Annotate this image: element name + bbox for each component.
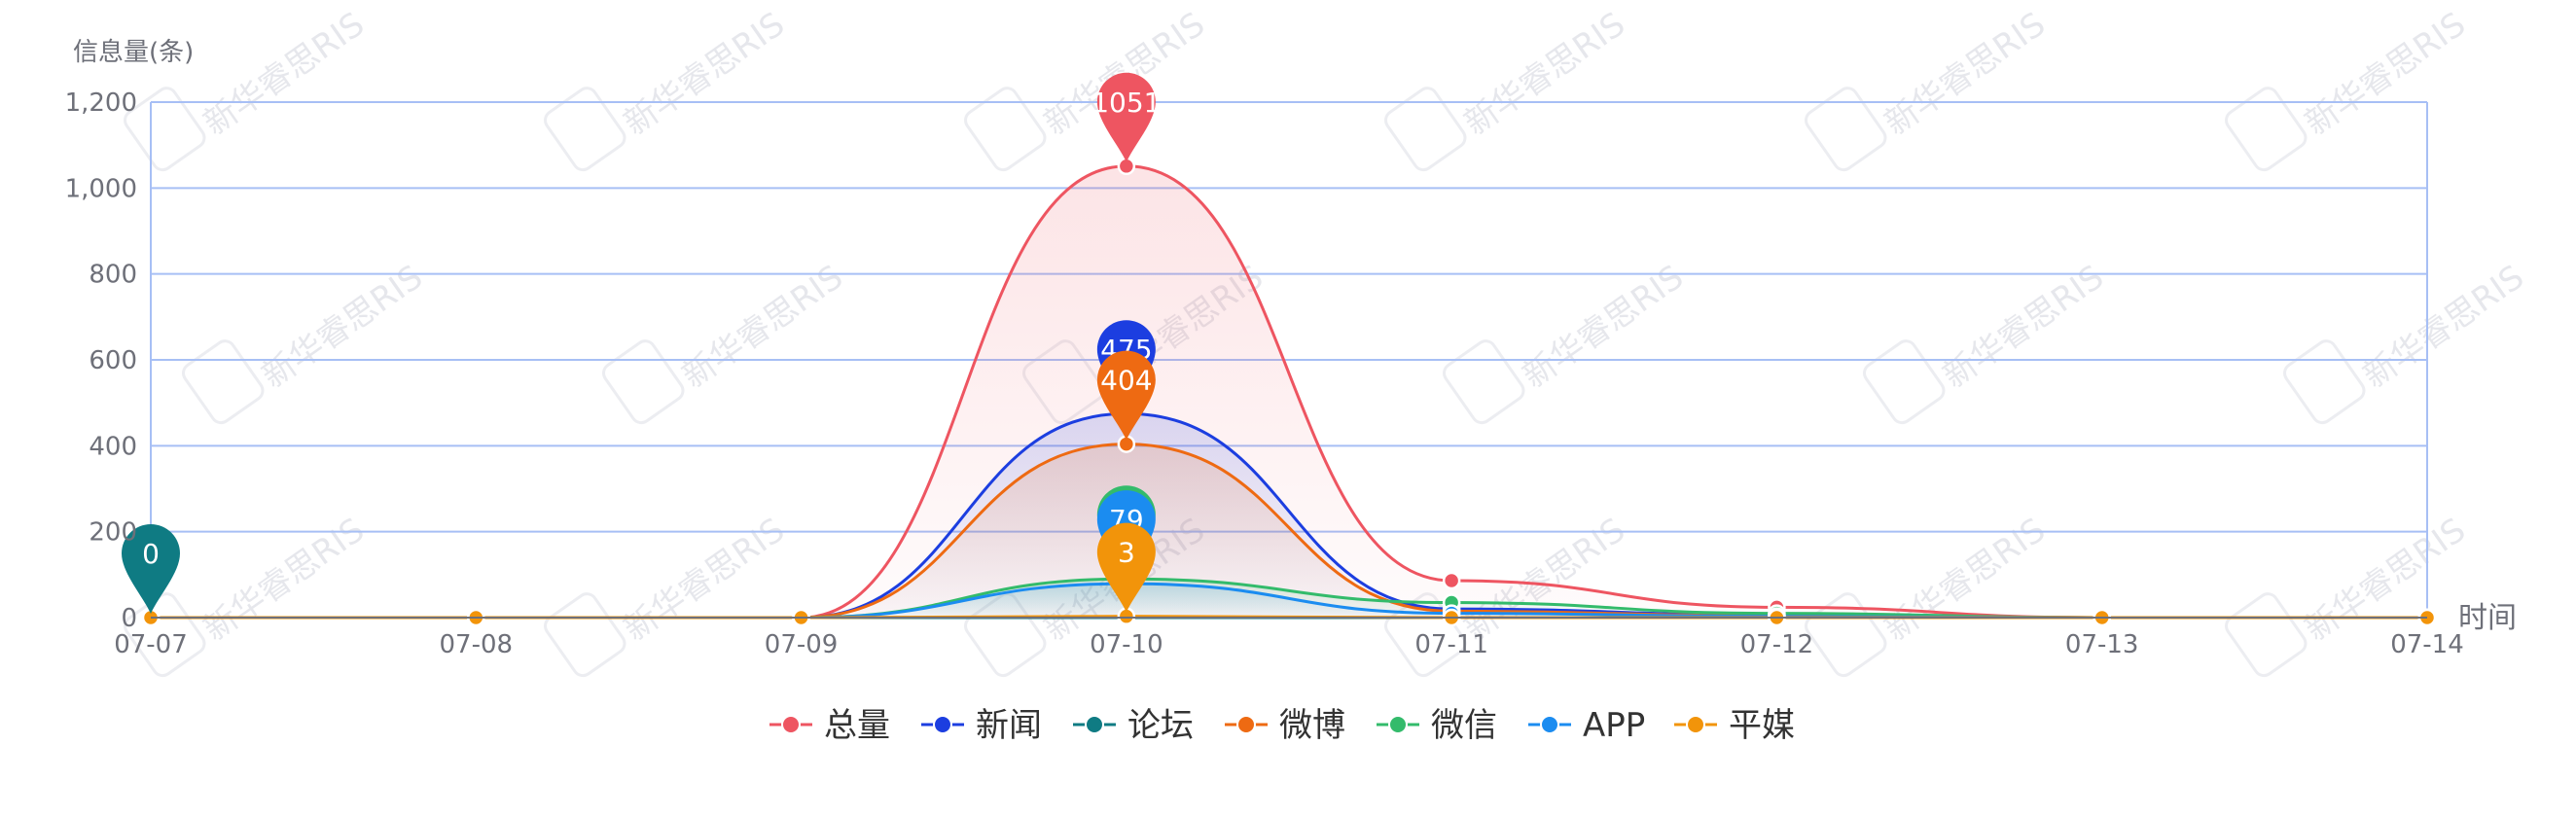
watermark-logo-icon bbox=[1863, 339, 1946, 425]
watermark-logo-icon bbox=[2225, 592, 2308, 678]
watermark-logo-icon bbox=[124, 87, 206, 172]
legend-item[interactable]: APP bbox=[1528, 706, 1645, 745]
markpoint-label: 404 bbox=[1100, 365, 1152, 397]
watermark-logo-icon bbox=[1805, 592, 1887, 678]
legend-item[interactable]: 论坛 bbox=[1073, 706, 1194, 745]
x-tick-label: 07-07 bbox=[114, 630, 188, 659]
legend-label: 微博 bbox=[1279, 706, 1345, 745]
watermark-text: 新华睿思RIS bbox=[2298, 5, 2473, 143]
y-tick-label: 800 bbox=[89, 261, 137, 290]
series-area bbox=[151, 443, 2427, 618]
data-point bbox=[1442, 571, 1461, 590]
watermark-logo-icon bbox=[544, 87, 626, 172]
markpoint-label: 0 bbox=[142, 538, 160, 570]
watermark-logo-icon bbox=[1805, 87, 1887, 172]
markpoint-label: 3 bbox=[1118, 537, 1135, 569]
y-tick-label: 200 bbox=[89, 518, 137, 548]
markpoint-pin bbox=[1096, 72, 1156, 162]
legend-item[interactable]: 总量 bbox=[769, 706, 890, 745]
series-area bbox=[151, 165, 2427, 618]
watermark-text: 新华睿思RIS bbox=[675, 258, 850, 396]
x-tick-label: 07-11 bbox=[1414, 630, 1488, 659]
watermark-logo-icon bbox=[602, 339, 685, 425]
watermark-logo-icon bbox=[544, 592, 626, 678]
legend-label: 微信 bbox=[1431, 706, 1497, 745]
x-tick-label: 07-09 bbox=[765, 630, 839, 659]
legend-marker-icon bbox=[1236, 715, 1256, 734]
y-tick-label: 600 bbox=[89, 346, 137, 375]
legend-label: 总量 bbox=[824, 706, 890, 745]
y-axis-title: 信息量(条) bbox=[73, 38, 194, 67]
watermark-logo-icon bbox=[2283, 339, 2366, 425]
legend-item[interactable]: 微信 bbox=[1377, 706, 1497, 745]
watermark-text: 新华睿思RIS bbox=[1457, 5, 1632, 143]
watermark-text: 新华睿思RIS bbox=[197, 5, 372, 143]
series-areas bbox=[151, 165, 2427, 618]
watermark-text: 新华睿思RIS bbox=[1936, 258, 2111, 396]
watermark-logo-icon bbox=[182, 339, 265, 425]
legend-marker-icon bbox=[1540, 715, 1559, 734]
watermark-logo-icon bbox=[964, 87, 1047, 172]
y-tick-label: 1,200 bbox=[65, 89, 137, 118]
watermark-logo-icon bbox=[1384, 87, 1467, 172]
legend-marker-icon bbox=[1388, 715, 1408, 734]
legend-item[interactable]: 平媒 bbox=[1674, 706, 1795, 745]
watermark-text: 新华睿思RIS bbox=[2356, 258, 2531, 396]
watermark-text: 新华睿思RIS bbox=[617, 5, 792, 143]
legend-label: APP bbox=[1583, 706, 1645, 745]
legend-label: 论坛 bbox=[1127, 706, 1194, 745]
y-tick-label: 400 bbox=[89, 432, 137, 461]
legend-label: 新闻 bbox=[976, 706, 1042, 745]
legend[interactable]: 总量 新闻 论坛 微博 微信 APP 平媒 bbox=[769, 706, 1795, 745]
series-area bbox=[151, 584, 2427, 618]
watermark-text: 新华睿思RIS bbox=[255, 258, 430, 396]
x-tick-label: 07-10 bbox=[1090, 630, 1163, 659]
legend-item[interactable]: 微博 bbox=[1225, 706, 1345, 745]
watermark-text: 新华睿思RIS bbox=[1516, 258, 1691, 396]
watermark-logo-icon bbox=[2225, 87, 2308, 172]
x-tick-label: 07-12 bbox=[1740, 630, 1814, 659]
legend-marker-icon bbox=[933, 715, 952, 734]
legend-marker-icon bbox=[1686, 715, 1705, 734]
markpoint-pin bbox=[1096, 522, 1156, 613]
series-area bbox=[151, 413, 2427, 618]
watermark-text: 新华睿思RIS bbox=[1878, 5, 2053, 143]
x-tick-label: 07-08 bbox=[440, 630, 514, 659]
y-tick-label: 0 bbox=[121, 604, 137, 633]
markpoint-pin bbox=[1096, 350, 1156, 441]
watermark-logo-icon bbox=[1443, 339, 1525, 425]
legend-label: 平媒 bbox=[1729, 706, 1795, 745]
legend-marker-icon bbox=[781, 715, 801, 734]
y-tick-label: 1,000 bbox=[65, 174, 137, 203]
markpoint-pin bbox=[122, 524, 180, 614]
legend-marker-icon bbox=[1085, 715, 1104, 734]
legend-item[interactable]: 新闻 bbox=[921, 706, 1042, 745]
x-tick-label: 07-14 bbox=[2390, 630, 2464, 659]
markpoint-label: 1051 bbox=[1091, 87, 1161, 119]
x-tick-label: 07-13 bbox=[2065, 630, 2139, 659]
x-axis-title: 时间 bbox=[2458, 601, 2517, 635]
